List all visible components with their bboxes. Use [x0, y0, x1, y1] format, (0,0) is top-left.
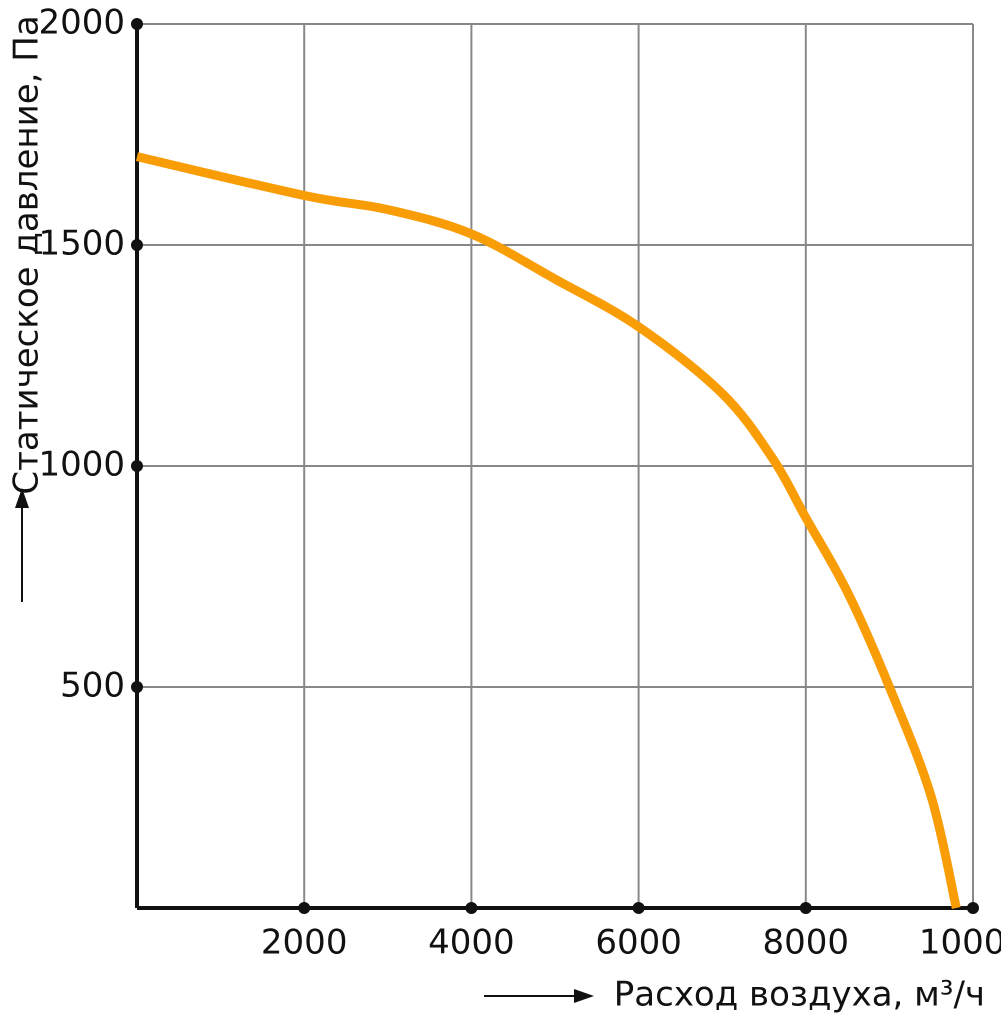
y-arrowhead: [15, 488, 29, 508]
y-tick-label: 1500: [38, 224, 125, 264]
tick-dot: [131, 681, 143, 693]
y-axis-label: Статическое давление, Па: [7, 15, 47, 494]
tick-dot: [131, 460, 143, 472]
tick-dot: [131, 239, 143, 251]
x-tick-label: 4000: [428, 923, 515, 963]
curve: [135, 152, 961, 909]
y-tick-label: 500: [60, 666, 125, 706]
x-tick-label: 6000: [595, 923, 682, 963]
tick-dot: [967, 902, 979, 914]
tick-dot: [465, 902, 478, 914]
x-tick-label: 8000: [763, 923, 850, 963]
y-tick-label: 2000: [38, 3, 125, 43]
tick-dot: [632, 902, 645, 914]
tick-dot: [799, 902, 812, 914]
tick-dot: [131, 18, 143, 30]
x-arrowhead: [574, 989, 594, 1003]
tick-dot: [298, 902, 311, 914]
x-tick-label: 2000: [261, 923, 348, 963]
x-axis-label: Расход воздуха, м³/ч: [614, 975, 985, 1015]
y-tick-label: 1000: [38, 445, 125, 485]
x-tick-label: 10000: [919, 923, 1001, 963]
